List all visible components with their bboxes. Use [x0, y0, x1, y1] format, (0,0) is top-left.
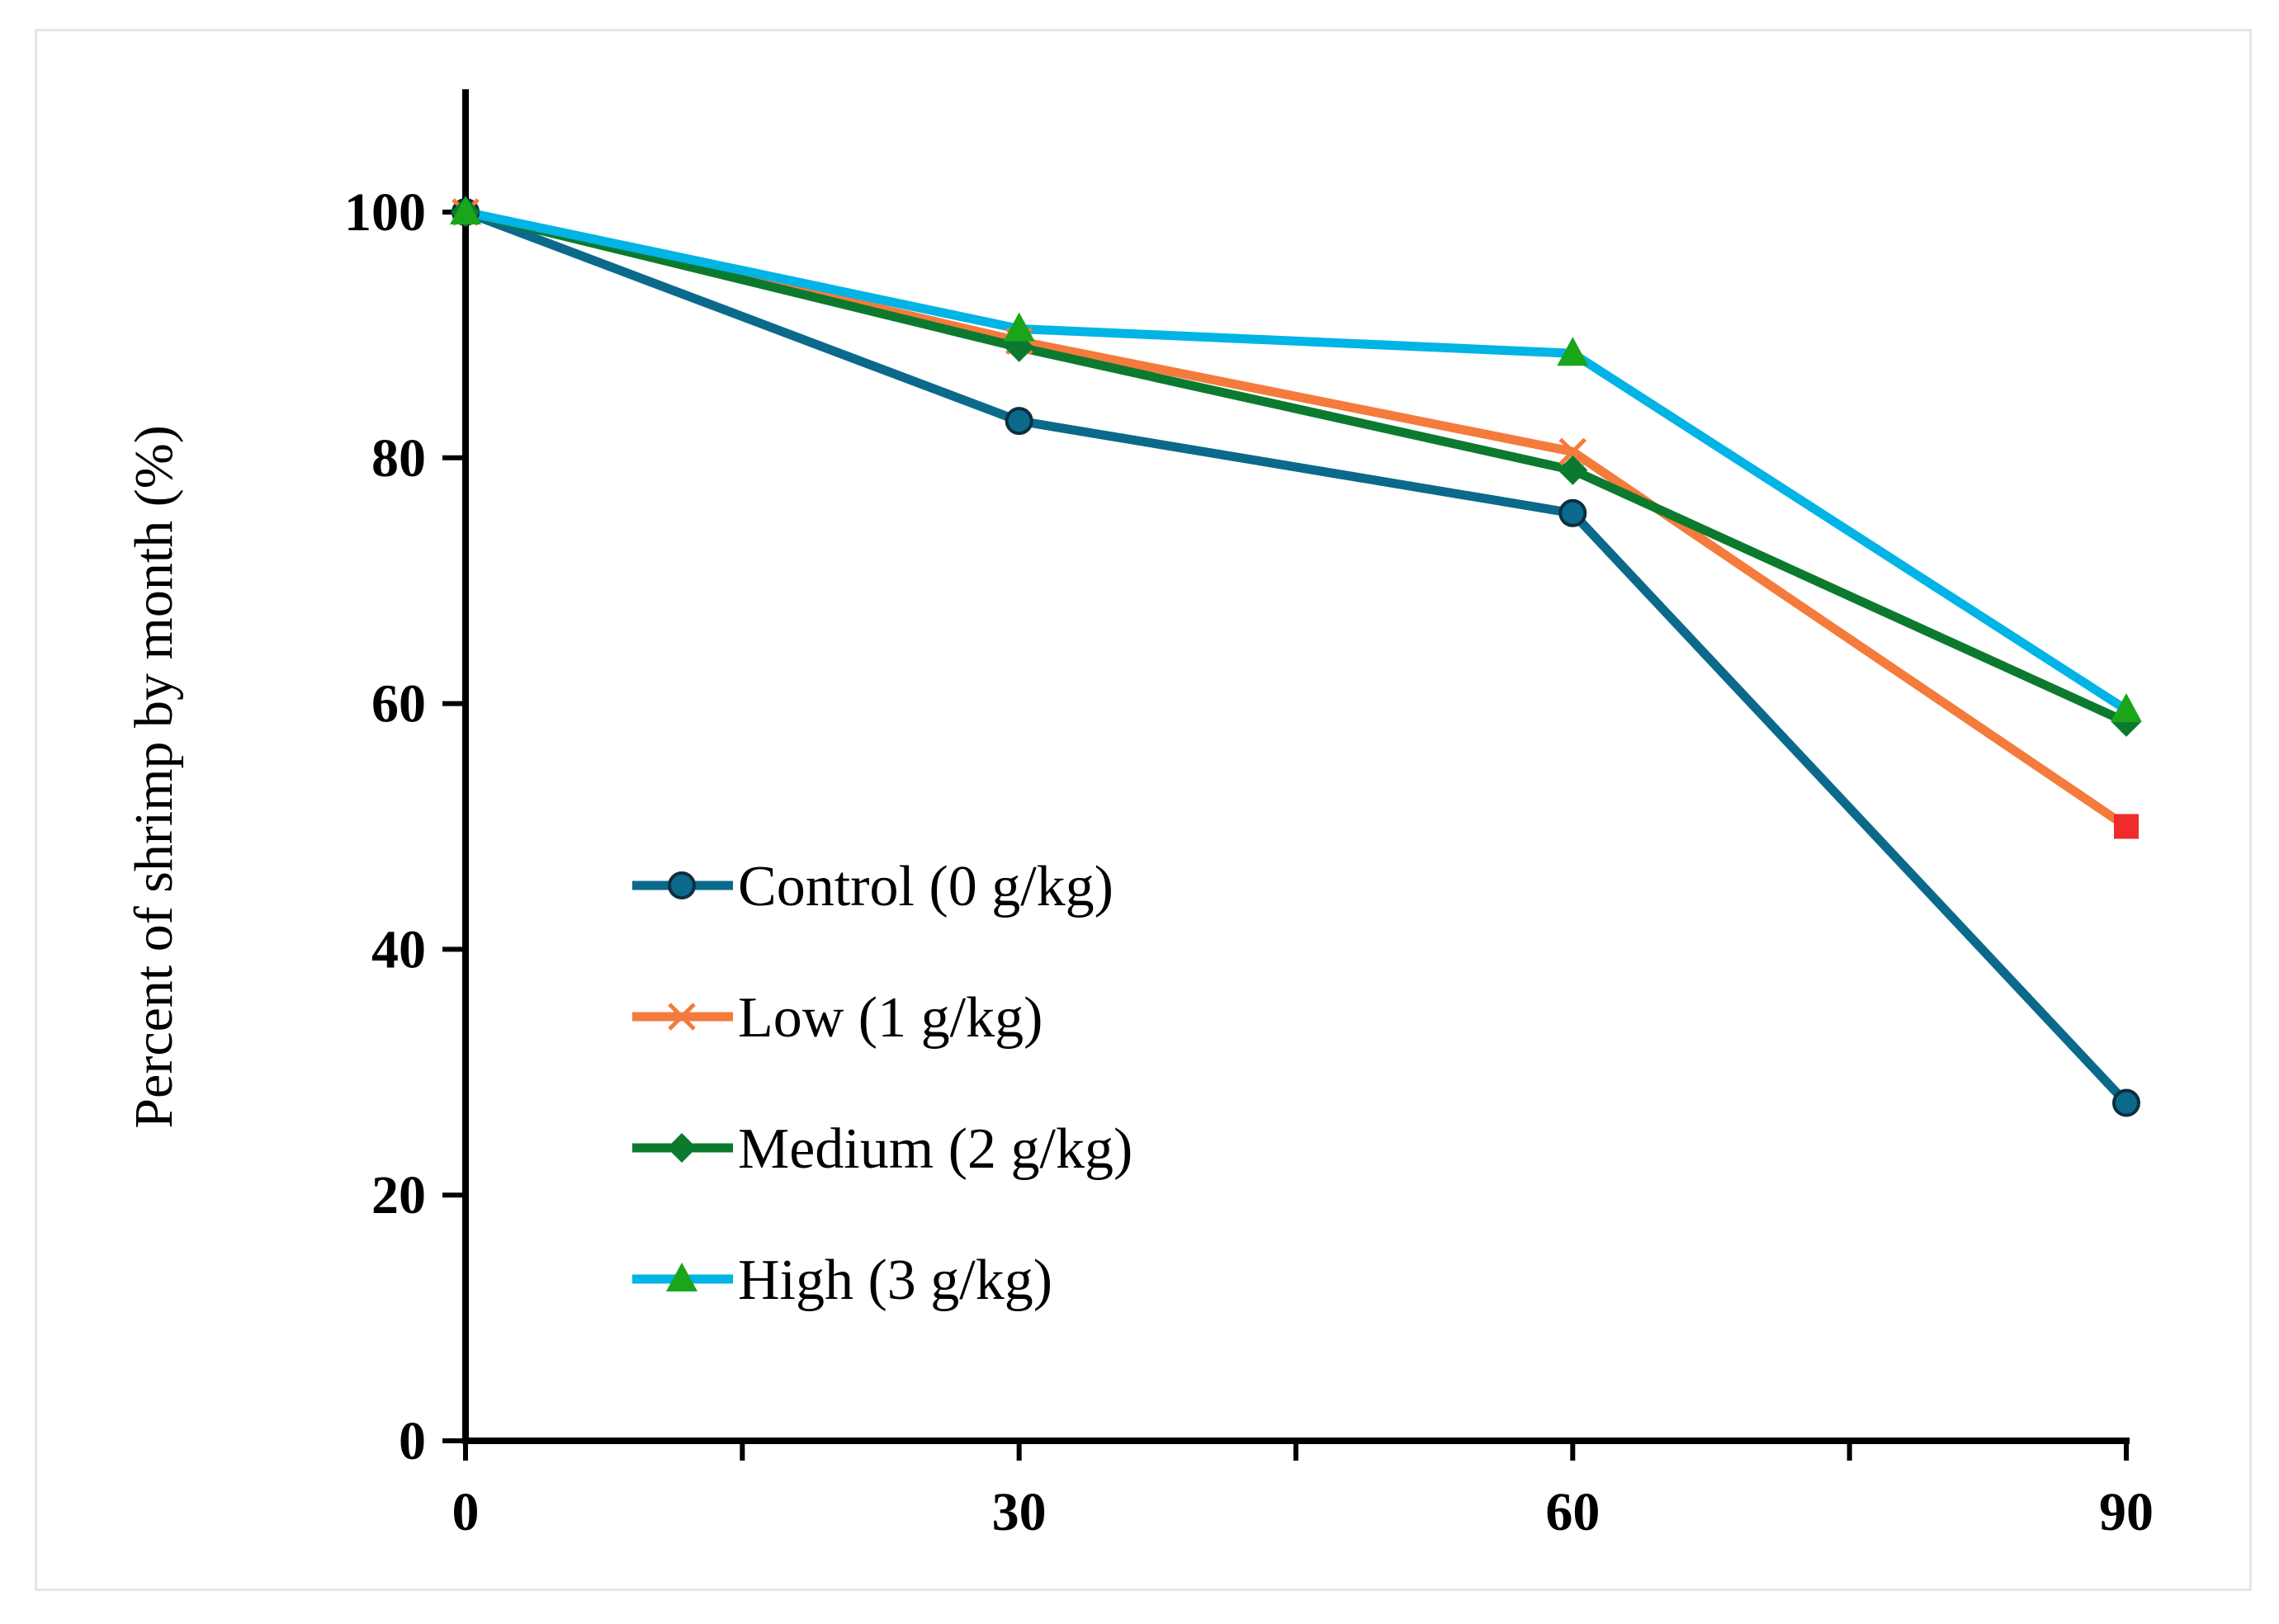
legend-swatch-marker: [667, 1133, 697, 1163]
data-point-1-2-stroke: [1558, 437, 1587, 466]
axes: 0 20 40 60 80 100 0 30 60 90 Percent of shrimp by …: [124, 89, 2154, 1542]
legend-label: Medium (2 g/kg): [738, 1117, 1132, 1181]
data-point-3-0: [450, 196, 481, 224]
legend-label: Low (1 g/kg): [738, 986, 1043, 1050]
x-tick-label: 60: [1545, 1482, 1600, 1542]
legend-label: Control (0 g/kg): [738, 855, 1113, 918]
series-markers: [450, 196, 2142, 1117]
legend: Control (0 g/kg) Low (1 g/kg) Medium (2 g/…: [632, 855, 1132, 1312]
data-point-0-2: [1558, 498, 1587, 527]
data-point-3-3: [2111, 693, 2142, 723]
x-tick-label: 0: [452, 1482, 480, 1542]
data-point-1-3: [2114, 814, 2139, 839]
y-tick-label: 0: [399, 1411, 426, 1471]
x-tick-label: 90: [2099, 1482, 2154, 1542]
data-point-3-2: [1557, 337, 1589, 366]
chart-frame: [35, 29, 2252, 1591]
y-axis-title: Percent of shrimp by month (%): [124, 425, 184, 1128]
legend-swatch-marker: [668, 871, 696, 899]
series-lines: [461, 207, 2131, 1108]
y-tick-label: 40: [371, 919, 426, 980]
data-point-0-1: [1005, 407, 1033, 436]
data-point-0-3: [2112, 1088, 2140, 1117]
data-point-3-1: [1003, 312, 1035, 342]
y-tick-label: 80: [371, 428, 426, 489]
data-point-2-2: [1558, 455, 1588, 485]
y-tick-label: 100: [344, 182, 426, 243]
series-line-2: [461, 207, 2131, 727]
legend-swatch-marker: [666, 1263, 697, 1291]
legend-label: High (3 g/kg): [738, 1249, 1052, 1312]
y-tick-label: 60: [371, 674, 426, 734]
series-line-3: [461, 207, 2131, 715]
x-tick-label: 30: [992, 1482, 1047, 1542]
series-line-0: [461, 207, 2131, 1108]
legend-swatch-marker: [668, 1003, 696, 1031]
data-point-1-2: [1558, 437, 1587, 466]
y-tick-label: 20: [371, 1165, 426, 1225]
legend-swatch-marker-stroke: [668, 1003, 696, 1031]
